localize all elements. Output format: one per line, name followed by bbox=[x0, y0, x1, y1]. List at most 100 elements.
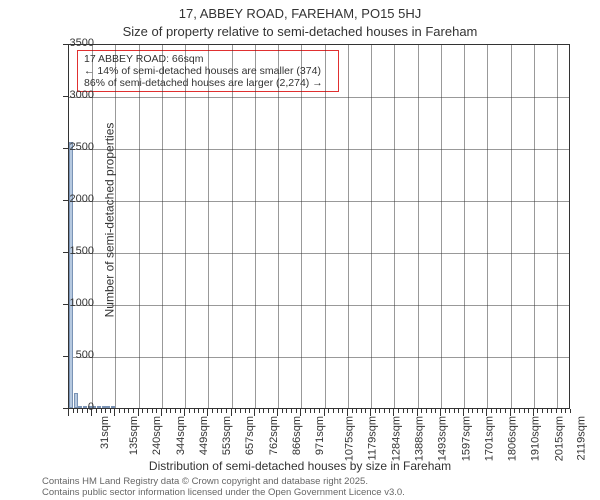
y-tick-label: 3500 bbox=[34, 37, 94, 49]
x-tick-minor bbox=[561, 409, 562, 413]
gridline-v bbox=[418, 45, 419, 408]
x-tick-minor bbox=[551, 409, 552, 413]
gridline-h bbox=[69, 97, 569, 98]
x-tick-minor bbox=[514, 409, 515, 413]
gridline-h bbox=[69, 253, 569, 254]
x-tick-major bbox=[300, 409, 301, 416]
x-tick-minor bbox=[361, 409, 362, 413]
x-tick-minor bbox=[263, 409, 264, 413]
x-tick-major bbox=[254, 409, 255, 416]
histogram-bar bbox=[111, 406, 115, 408]
x-tick-minor bbox=[101, 409, 102, 413]
x-tick-label: 1806sqm bbox=[506, 416, 518, 461]
y-tick-label: 1500 bbox=[34, 245, 94, 257]
x-tick-major bbox=[486, 409, 487, 416]
y-tick-mark bbox=[63, 148, 68, 149]
x-tick-minor bbox=[291, 409, 292, 413]
x-tick-label: 971sqm bbox=[314, 416, 326, 455]
x-tick-minor bbox=[328, 409, 329, 413]
x-tick-minor bbox=[468, 409, 469, 413]
gridline-v bbox=[557, 45, 558, 408]
x-tick-label: 553sqm bbox=[221, 416, 233, 455]
x-tick-major bbox=[184, 409, 185, 416]
x-tick-minor bbox=[426, 409, 427, 413]
histogram-bar bbox=[102, 406, 106, 408]
x-tick-minor bbox=[352, 409, 353, 413]
x-tick-label: 1910sqm bbox=[530, 416, 542, 461]
x-tick-minor bbox=[472, 409, 473, 413]
x-tick-minor bbox=[412, 409, 413, 413]
x-tick-label: 449sqm bbox=[198, 416, 210, 455]
x-tick-minor bbox=[528, 409, 529, 413]
x-tick-minor bbox=[142, 409, 143, 413]
x-tick-label: 2119sqm bbox=[575, 416, 587, 460]
gridline-v bbox=[464, 45, 465, 408]
x-tick-minor bbox=[319, 409, 320, 413]
x-tick-minor bbox=[128, 409, 129, 413]
x-tick-minor bbox=[482, 409, 483, 413]
x-tick-minor bbox=[194, 409, 195, 413]
x-tick-minor bbox=[170, 409, 171, 413]
x-tick-minor bbox=[189, 409, 190, 413]
x-tick-minor bbox=[333, 409, 334, 413]
x-tick-label: 762sqm bbox=[268, 416, 280, 455]
x-tick-major bbox=[347, 409, 348, 416]
x-tick-major bbox=[324, 409, 325, 416]
histogram-bar bbox=[69, 142, 73, 408]
gridline-h bbox=[69, 201, 569, 202]
x-tick-minor bbox=[403, 409, 404, 413]
x-tick-major bbox=[231, 409, 232, 416]
y-tick-label: 1000 bbox=[34, 297, 94, 309]
x-tick-minor bbox=[445, 409, 446, 413]
x-tick-minor bbox=[570, 409, 571, 413]
y-tick-mark bbox=[63, 96, 68, 97]
x-tick-minor bbox=[147, 409, 148, 413]
x-tick-minor bbox=[87, 409, 88, 413]
gridline-v bbox=[511, 45, 512, 408]
attribution-line-1: Contains HM Land Registry data © Crown c… bbox=[42, 476, 368, 487]
gridline-v bbox=[232, 45, 233, 408]
x-tick-label: 135sqm bbox=[128, 416, 140, 455]
x-tick-minor bbox=[296, 409, 297, 413]
y-tick-label: 500 bbox=[34, 349, 94, 361]
x-tick-minor bbox=[384, 409, 385, 413]
x-tick-minor bbox=[268, 409, 269, 413]
x-tick-minor bbox=[491, 409, 492, 413]
x-tick-minor bbox=[519, 409, 520, 413]
x-tick-label: 1075sqm bbox=[344, 416, 356, 461]
x-tick-minor bbox=[547, 409, 548, 413]
x-tick-major bbox=[207, 409, 208, 416]
x-tick-minor bbox=[286, 409, 287, 413]
gridline-h bbox=[69, 357, 569, 358]
x-tick-minor bbox=[342, 409, 343, 413]
x-tick-minor bbox=[198, 409, 199, 413]
x-tick-minor bbox=[431, 409, 432, 413]
x-tick-minor bbox=[305, 409, 306, 413]
gridline-v bbox=[139, 45, 140, 408]
y-tick-label: 3000 bbox=[34, 89, 94, 101]
x-tick-minor bbox=[259, 409, 260, 413]
gridline-v bbox=[301, 45, 302, 408]
y-tick-mark bbox=[63, 44, 68, 45]
y-tick-mark bbox=[63, 304, 68, 305]
x-tick-minor bbox=[133, 409, 134, 413]
x-tick-minor bbox=[124, 409, 125, 413]
x-tick-minor bbox=[407, 409, 408, 413]
chart-plot-area: 17 ABBEY ROAD: 66sqm ← 14% of semi-detac… bbox=[68, 44, 570, 409]
x-tick-minor bbox=[156, 409, 157, 413]
x-tick-major bbox=[370, 409, 371, 416]
y-tick-mark bbox=[63, 356, 68, 357]
x-tick-label: 657sqm bbox=[245, 416, 257, 455]
x-tick-minor bbox=[500, 409, 501, 413]
gridline-v bbox=[255, 45, 256, 408]
x-tick-minor bbox=[110, 409, 111, 413]
x-tick-minor bbox=[221, 409, 222, 413]
x-tick-minor bbox=[389, 409, 390, 413]
x-tick-label: 1493sqm bbox=[437, 416, 449, 461]
x-tick-minor bbox=[282, 409, 283, 413]
gridline-v bbox=[185, 45, 186, 408]
x-tick-minor bbox=[524, 409, 525, 413]
x-tick-minor bbox=[82, 409, 83, 413]
x-tick-minor bbox=[556, 409, 557, 413]
gridline-v bbox=[115, 45, 116, 408]
